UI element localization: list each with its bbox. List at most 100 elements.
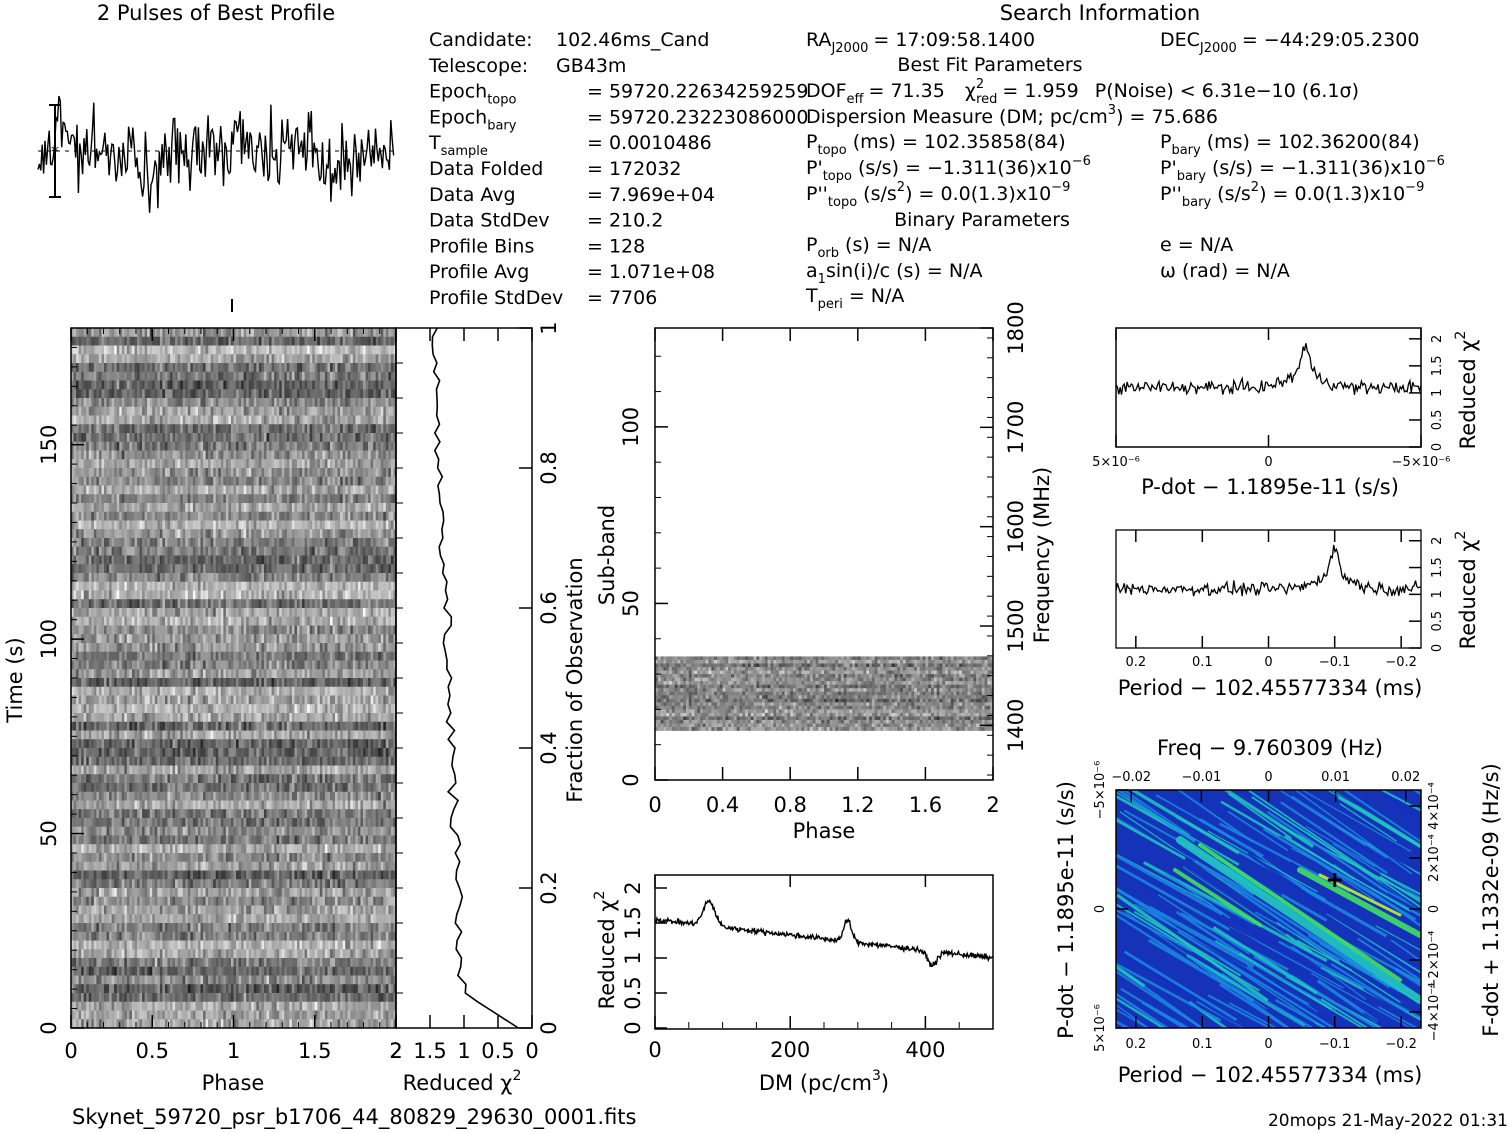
tick-label: 2: [621, 881, 645, 894]
tick-label: 0: [619, 773, 643, 786]
tick-label: 2: [1430, 537, 1445, 545]
tick-label: 0.5: [481, 1039, 514, 1063]
tick-label: 1: [1430, 389, 1445, 397]
svg-text:P''topo(s/s2) = 0.0(1.3)x10−9: P''topo (s/s2) = 0.0(1.3)x10−9: [806, 180, 1070, 210]
tick-label: 1: [621, 951, 645, 964]
phase-axis-label: Phase: [202, 1071, 265, 1095]
profile-plot: *: [37, 95, 395, 312]
tick-label: 1.5: [1430, 356, 1445, 377]
tick-label: 0.02: [1391, 770, 1420, 785]
svg-text:e = N/A: e = N/A: [1160, 234, 1233, 256]
tick-label: 0.1: [1192, 1037, 1213, 1052]
subband-plot: 0 50 100 0 0.4 0.8 1.2 1.6 2 1400 1500 1600 1700 1800: [619, 301, 1028, 817]
dm-chi-label: Reduced χ2: [592, 891, 619, 1010]
svg-text:P''bary(s/s2) = 0.0(1.3)x10−9: P''bary (s/s2) = 0.0(1.3)x10−9: [1160, 180, 1424, 210]
ppdot-plane: 0.2 0.1 0 −0.1 −0.2 −0.02 −0.01 0 0.01 0.02 5×10⁻⁶…: [1093, 761, 1442, 1052]
info-left-row: Epochtopo = 59720.22634259259: [429, 81, 808, 108]
best-fit-heading: Best Fit Parameters: [897, 54, 1082, 76]
tick-label: 50: [37, 820, 61, 847]
svg-text:ω (rad) = N/A: ω (rad) = N/A: [1160, 260, 1290, 282]
tick-label: 0.4: [537, 731, 561, 764]
tick-label: −0.1: [1319, 655, 1351, 670]
tick-label: −2×10⁻⁴: [1427, 931, 1442, 990]
tick-label: 1: [1430, 590, 1445, 598]
tick-label: 2×10⁻⁴: [1427, 834, 1442, 882]
tick-label: 0.4: [706, 793, 739, 817]
tick-label: 1700: [1004, 401, 1028, 454]
tick-label: 0: [1093, 905, 1108, 913]
info-left-row: Profile StdDev = 7706: [429, 287, 657, 309]
svg-text:a1sin(i)/c (s) = N/A: a1sin(i)/c (s) = N/A: [806, 260, 982, 287]
tick-label: 1800: [1004, 301, 1028, 354]
tick-label: 0: [1264, 655, 1272, 670]
tick-label: 200: [770, 1038, 810, 1062]
tick-label: 5×10⁻⁶: [1093, 1004, 1108, 1052]
tick-label: 1.6: [909, 793, 942, 817]
tick-label: 0: [621, 1021, 645, 1034]
svg-text:P'topo(s/s) = −1.311(36)x10−6: P'topo (s/s) = −1.311(36)x10−6: [806, 154, 1091, 184]
svg-text:Pbary(ms) = 102.36200(84): Pbary (ms) = 102.36200(84): [1160, 131, 1420, 158]
ppdot-period-label: Period − 102.45577334 (ms): [1118, 1063, 1423, 1087]
fraction-axis-label: Fraction of Observation: [563, 557, 587, 802]
tick-label: 150: [37, 425, 61, 465]
tick-label: 1: [457, 1039, 470, 1063]
profile-mean-marker: *: [51, 142, 59, 161]
tick-label: 0: [525, 1039, 538, 1063]
profile-line: [37, 95, 395, 213]
pdot-plot: 0 0.5 1 1.5 2 5×10⁻⁶ 0 −5×10⁻⁶: [1092, 327, 1451, 470]
tick-label: 1.2: [841, 793, 874, 817]
tick-label: 100: [619, 407, 643, 447]
fdot-axis-label: F-dot + 1.1332e-09 (Hz/s): [1479, 763, 1503, 1037]
tick-label: 50: [619, 590, 643, 617]
tick-label: 0: [648, 1038, 661, 1062]
dm-plot: 0 0.5 1 1.5 2 0 200 400: [621, 874, 994, 1062]
tick-label: 100: [37, 619, 61, 659]
search-title: Search Information: [1000, 1, 1200, 25]
tick-label: 2: [389, 1039, 402, 1063]
pdot-chi-label: Reduced χ2: [1453, 331, 1480, 450]
info-left-row: Data Avg = 7.969e+04: [429, 184, 715, 206]
tick-label: 2: [389, 1039, 402, 1063]
svg-text:Ptopo(ms) = 102.35858(84): Ptopo (ms) = 102.35858(84): [806, 131, 1066, 158]
tick-label: 0.2: [1125, 1037, 1146, 1052]
svg-text:RAJ2000= 17:09:58.1400: RAJ2000 = 17:09:58.1400: [806, 29, 1035, 56]
time-axis-label: Time (s): [3, 637, 27, 723]
info-left-row: Epochbary = 59720.23223086000: [429, 106, 808, 133]
tick-label: 1400: [1004, 699, 1028, 752]
info-mid: RAJ2000 = 17:09:58.1400 DECJ2000 = −44:29:…: [805, 29, 1445, 312]
profile-title: 2 Pulses of Best Profile: [97, 1, 335, 25]
period-axis-label: Period − 102.45577334 (ms): [1118, 676, 1423, 700]
period-plot: 0 0.5 1 1.5 2 0.2 0.1 0 −0.1 −0.2: [1115, 529, 1445, 670]
subband-axis-label: Sub-band: [595, 505, 619, 605]
dm-axis-label: DM (pc/cm3): [759, 1068, 889, 1095]
tick-label: 1.5: [1430, 557, 1445, 578]
tick-label: 0.1: [1192, 655, 1213, 670]
tick-label: −0.02: [1111, 770, 1151, 785]
tick-label: 5×10⁻⁶: [1092, 455, 1140, 470]
tick-label: −0.01: [1181, 770, 1221, 785]
tick-label: −0.2: [1385, 1037, 1417, 1052]
tick-label: 1500: [1004, 599, 1028, 652]
svg-text:DECJ2000= −44:29:05.2300: DECJ2000 = −44:29:05.2300: [1160, 29, 1419, 56]
tick-label: −5×10⁻⁶: [1392, 455, 1451, 470]
tick-label: 0: [1264, 770, 1272, 785]
tick-label: −4×10⁻⁴: [1427, 983, 1442, 1042]
tick-label: 0.8: [537, 451, 561, 484]
tick-label: 0.5: [1430, 611, 1445, 632]
tick-label: −5×10⁻⁶: [1093, 761, 1108, 820]
tick-label: 0: [64, 1039, 77, 1063]
tick-label: 0: [1430, 443, 1445, 451]
tick-label: 1: [227, 1039, 240, 1063]
best-fit-marker: [1327, 873, 1342, 887]
tick-label: 0: [648, 793, 661, 817]
tick-label: 0.6: [537, 591, 561, 624]
tick-label: 1.5: [621, 906, 645, 939]
ppdot-pdot-label: P-dot − 1.1895e-11 (s/s): [1054, 781, 1078, 1039]
info-left-row: Data Folded = 172032: [429, 158, 682, 180]
svg-text:Tperi= N/A: Tperi = N/A: [805, 285, 904, 312]
phase2-axis-label: Phase: [793, 819, 856, 843]
info-left-row: Telescope: GB43m: [428, 55, 626, 77]
info-left-row: Profile Bins = 128: [429, 235, 645, 257]
